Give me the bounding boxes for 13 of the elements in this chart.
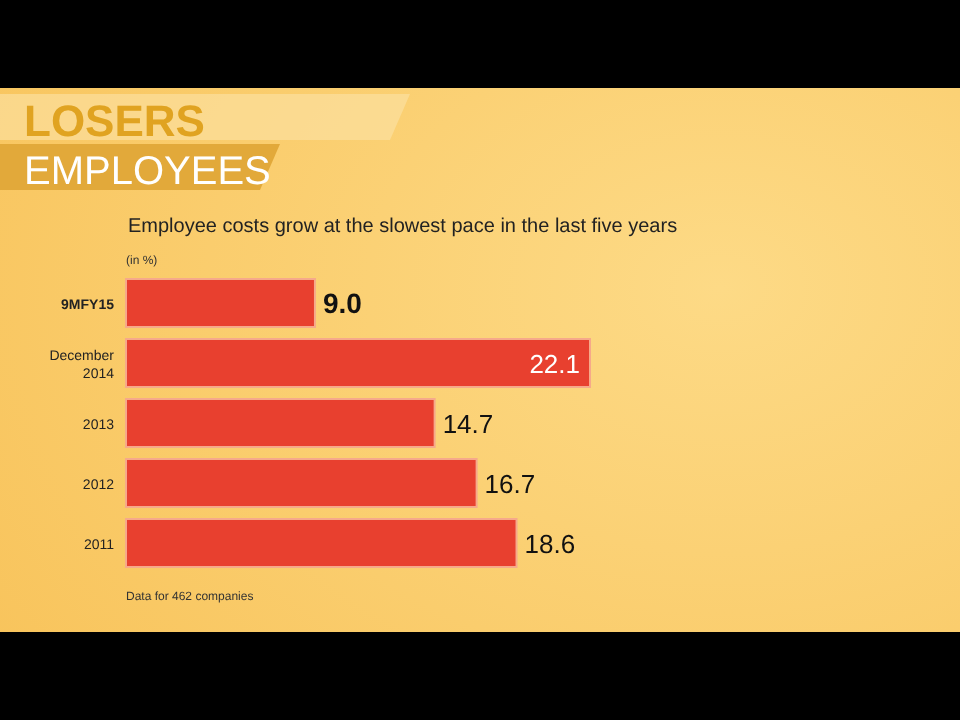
chart-title: LOSERS bbox=[24, 96, 205, 146]
data-label: 22.1 bbox=[529, 349, 580, 379]
data-label: 16.7 bbox=[484, 469, 536, 499]
bar bbox=[125, 398, 436, 448]
bar bbox=[125, 458, 478, 508]
data-label: 18.6 bbox=[524, 529, 576, 559]
bar bbox=[125, 338, 591, 388]
bar bbox=[125, 518, 518, 568]
data-label: 9.0 bbox=[322, 287, 363, 319]
bar bbox=[125, 278, 316, 328]
chart-subtitle: EMPLOYEES bbox=[24, 150, 271, 194]
data-label: 14.7 bbox=[442, 409, 494, 439]
text: Employee costs grow at the slowest pace in the last five years bbox=[128, 216, 678, 238]
